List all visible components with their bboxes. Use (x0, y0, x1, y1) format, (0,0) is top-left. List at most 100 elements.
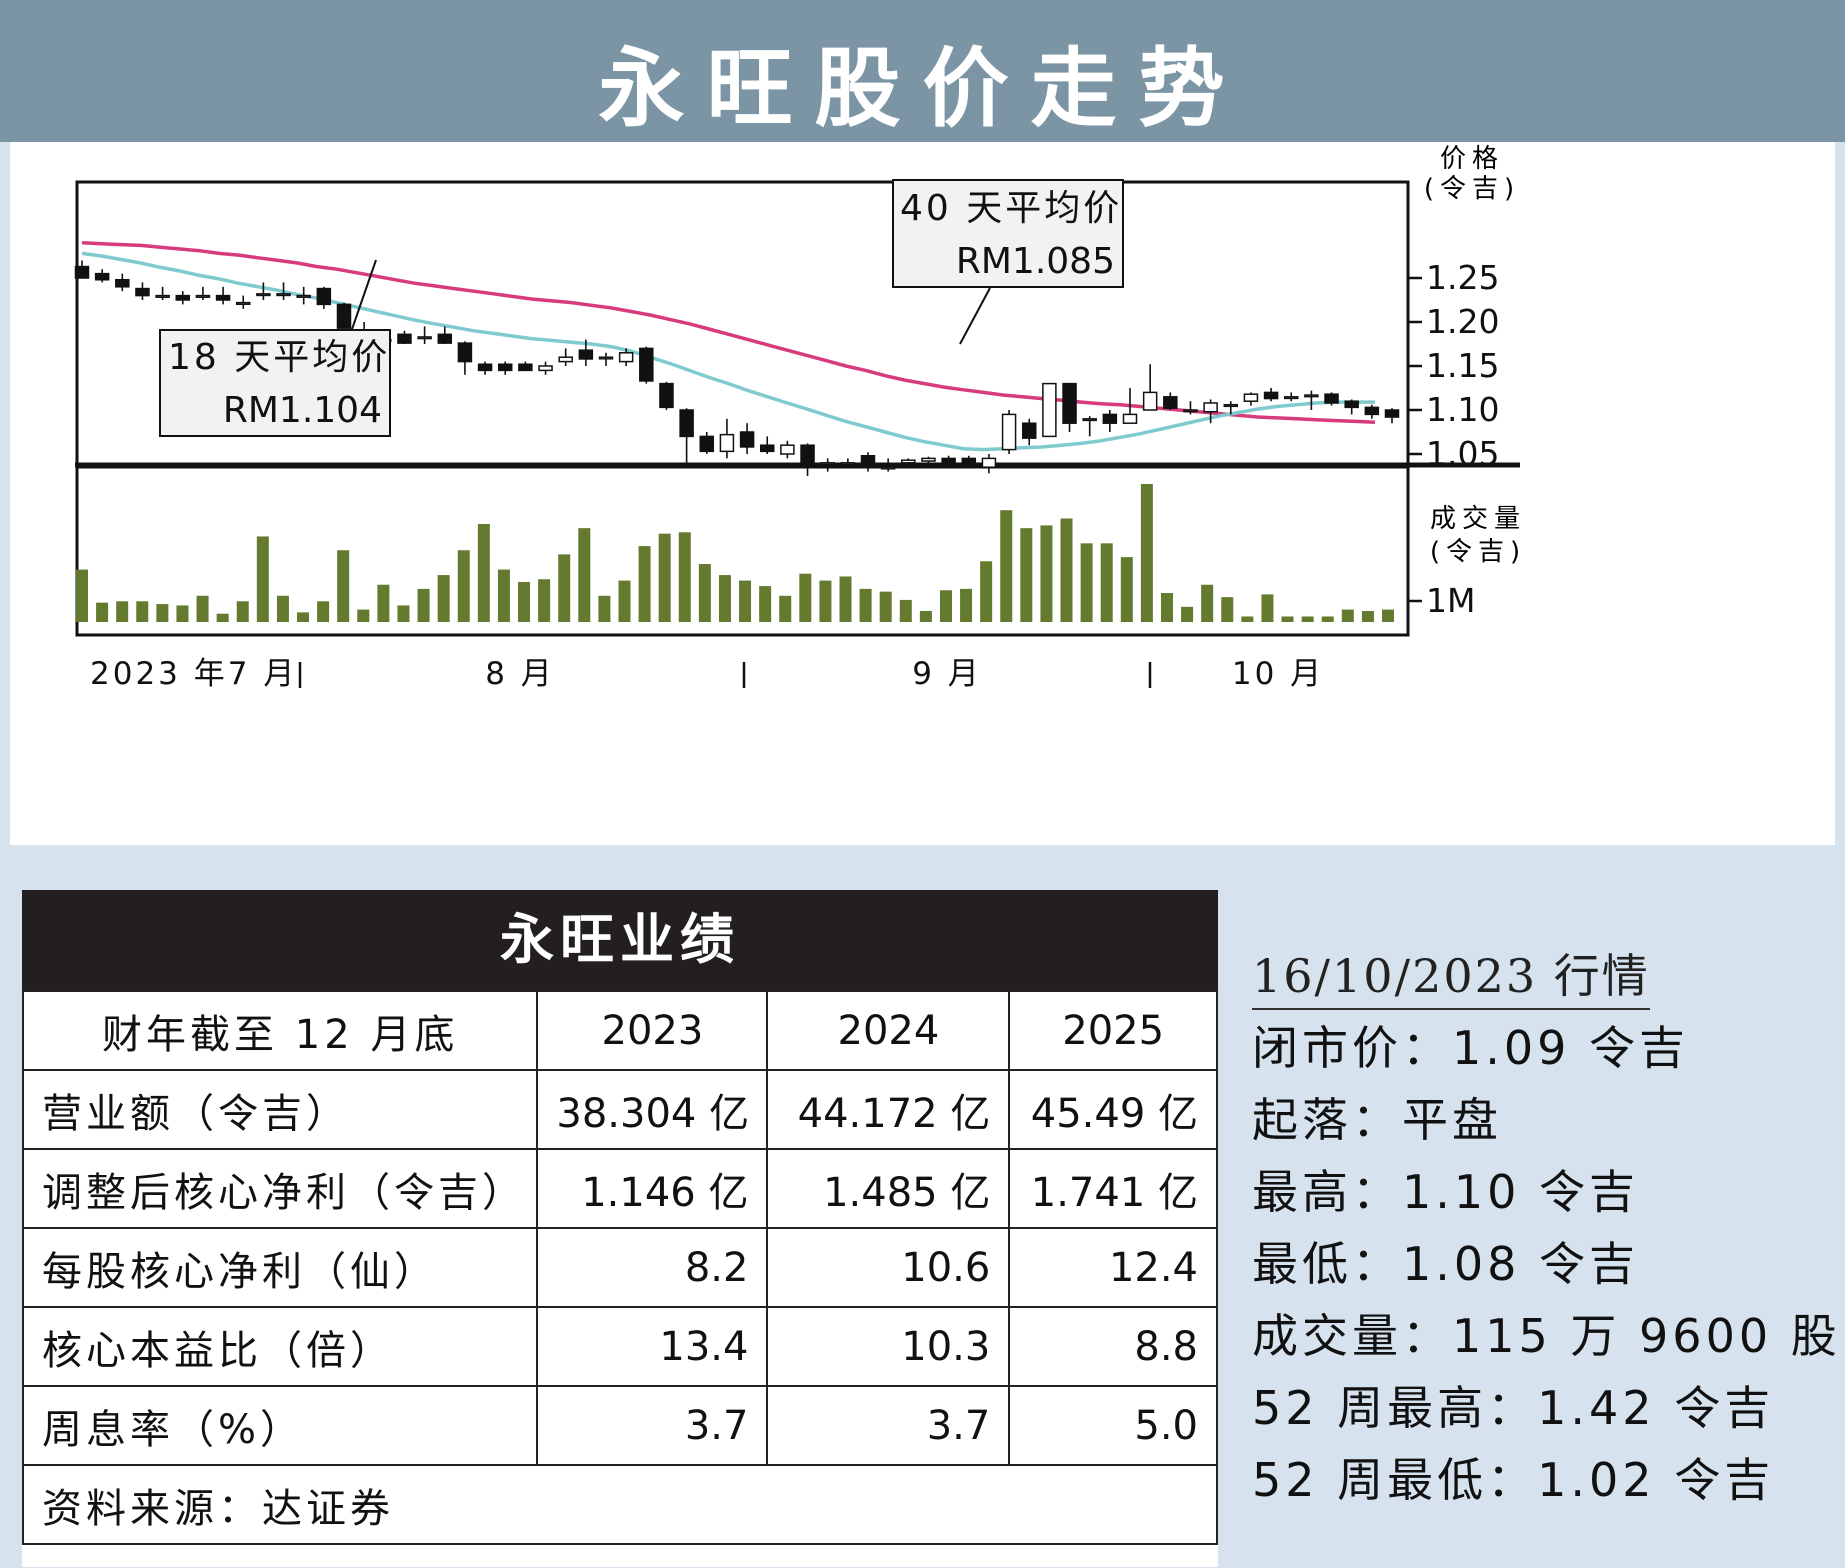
candlestick (417, 326, 432, 344)
candle-body (1062, 382, 1077, 424)
candle-body (336, 303, 352, 329)
row-label: 周息率（%） (21, 1385, 539, 1466)
candle-body (276, 293, 291, 297)
candlestick (1203, 399, 1218, 424)
price-axis: 价格(令吉) 1.25 1.20 1.15 1.10 1.05 (1408, 144, 1520, 473)
candlestick (1223, 401, 1239, 415)
ma18-callout-value: RM1.104 (223, 390, 382, 431)
candle-body (1283, 396, 1299, 400)
x-axis-label: 8 月 (485, 656, 555, 692)
volume-bar (417, 588, 430, 622)
volume-axis-title: 成交量 (1430, 504, 1526, 534)
row-value: 1.485 亿 (766, 1148, 1011, 1229)
candlestick (1142, 364, 1158, 411)
candlestick (175, 291, 191, 305)
volume-bar (116, 601, 129, 622)
candle-body (1203, 402, 1218, 413)
candle-body (941, 457, 956, 464)
volume-bar (1060, 518, 1073, 622)
volume-bar (1120, 557, 1133, 622)
volume-bar (558, 554, 571, 622)
candle-body (1082, 418, 1097, 422)
price-axis-title: (令吉) (1424, 174, 1520, 204)
candle-body (115, 279, 130, 288)
candlestick (74, 260, 90, 279)
candlestick (1324, 392, 1339, 406)
candlestick (1364, 404, 1380, 419)
quote-line: 最低：1.08 令吉 (1252, 1237, 1640, 1291)
volume-bar (618, 580, 631, 622)
candle-body (719, 433, 735, 453)
volume-bar (96, 602, 109, 622)
price-tick-label: 1.20 (1426, 302, 1499, 341)
candle-body (961, 457, 977, 466)
price-tick-label: 1.25 (1426, 258, 1499, 297)
quote-date: 16/10/2023 行情 (1252, 940, 1650, 1010)
price-axis-title: 价格 (1440, 144, 1504, 174)
volume-bar (1221, 597, 1234, 622)
candlestick (497, 361, 513, 375)
volume-bar (1241, 616, 1254, 622)
row-value: 8.8 (1008, 1306, 1218, 1387)
volume-bar (357, 609, 370, 622)
candlestick (1283, 392, 1299, 402)
ma18-callout-box (159, 329, 391, 437)
candle-body (1263, 391, 1279, 400)
candle-body (880, 466, 896, 470)
volume-bar (759, 586, 772, 622)
row-value: 13.4 (536, 1306, 769, 1387)
candle-body (175, 294, 191, 301)
volume-bar (899, 599, 912, 622)
candle-body (618, 352, 634, 363)
candle-body (759, 444, 775, 453)
candlestick (820, 458, 835, 472)
candle-body (1243, 393, 1259, 402)
volume-bar (859, 588, 872, 622)
volume-bar (518, 581, 531, 622)
candlestick (699, 432, 715, 454)
volume-bar (1341, 609, 1354, 622)
candle-body (94, 272, 110, 281)
results-table-panel: 永旺业绩 财年截至 12 月底 2023 2024 2025 营业额（令吉） 38.304… (21, 890, 1218, 1567)
candle-body (296, 294, 311, 298)
stock-chart: 价格(令吉)1.251.201.151.101.05 成交量(令吉)1M 202… (74, 144, 1526, 692)
volume-bar (799, 573, 812, 622)
candlestick (1062, 382, 1077, 432)
volume-bar (1201, 584, 1214, 622)
volume-bar (136, 601, 149, 622)
table-header-cell: 2025 (1008, 990, 1218, 1071)
row-value: 8.2 (536, 1227, 769, 1308)
candlestick (558, 348, 573, 366)
candlestick (1021, 418, 1037, 446)
moving-average-lines (81, 241, 1376, 452)
candlestick (880, 458, 896, 472)
row-value: 1.146 亿 (536, 1148, 769, 1229)
candle-body (1102, 413, 1118, 424)
table-row: 调整后核心净利（令吉） 1.146 亿 1.485 亿 1.741 亿 (21, 1148, 1218, 1229)
volume-tick-label: 1M (1426, 581, 1475, 620)
candle-body (860, 455, 876, 468)
candlestick (840, 458, 856, 468)
volume-bar (960, 588, 973, 622)
volume-bar (377, 584, 390, 622)
volume-bar (638, 546, 651, 622)
candlestick (1344, 399, 1359, 415)
candle-body (195, 294, 211, 298)
row-value: 38.304 亿 (536, 1069, 769, 1150)
volume-bar (578, 528, 591, 622)
candlestick (800, 443, 815, 476)
row-label: 营业额（令吉） (21, 1069, 539, 1150)
candlestick (598, 352, 614, 366)
candle-body (74, 265, 90, 279)
ma18-line (81, 251, 1375, 452)
candle-body (1021, 422, 1037, 439)
volume-bar (879, 591, 892, 622)
candle-body (1042, 382, 1057, 438)
candle-body (1344, 400, 1359, 409)
candlestick (1183, 401, 1198, 415)
candlestick (901, 458, 916, 468)
candle-body (679, 409, 694, 438)
x-axis-label: 9 月 (912, 656, 982, 692)
candle-body (1304, 394, 1319, 398)
candle-body (659, 382, 674, 409)
